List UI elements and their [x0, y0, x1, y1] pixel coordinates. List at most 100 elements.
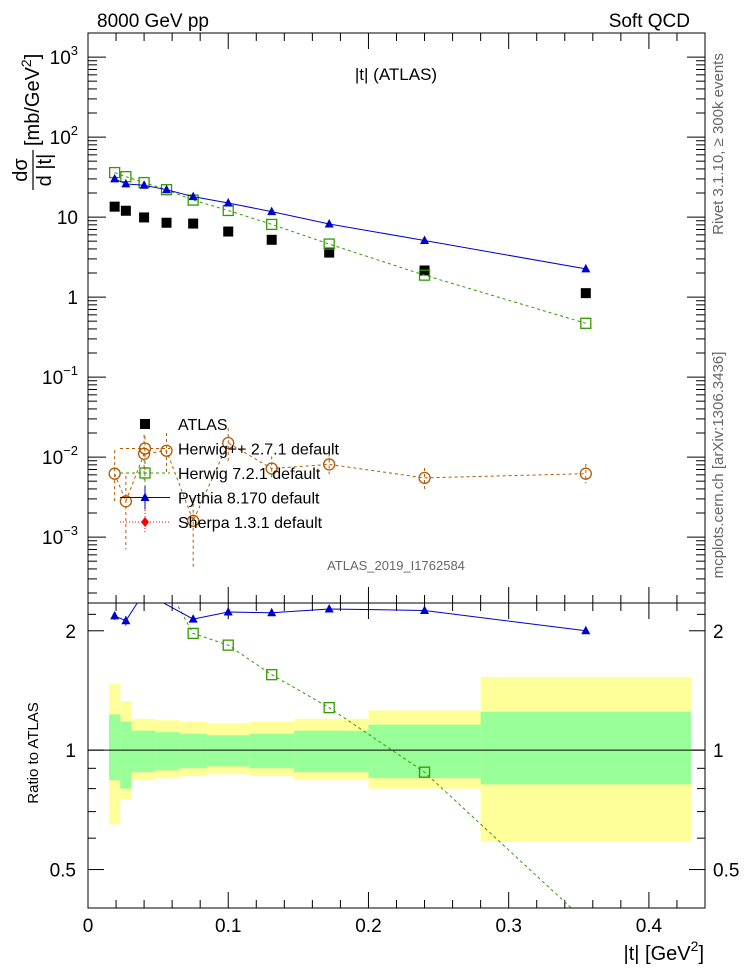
atlas-data-point	[161, 217, 172, 228]
y-tick-exp: 3	[71, 43, 78, 58]
ratio-band-inner	[368, 724, 481, 779]
ratio-series	[110, 603, 591, 926]
rivet-label: Rivet 3.1.10, ≥ 300k events	[710, 53, 727, 235]
pythia-point	[140, 492, 150, 501]
y-tick-base: 10	[42, 528, 63, 549]
legend-label: Herwig 7.2.1 default	[178, 466, 321, 483]
herwigpp-point	[323, 458, 336, 471]
y-tick-base: 10	[42, 448, 63, 469]
x-label-exp: 2	[691, 938, 699, 954]
pythia-point	[267, 206, 277, 216]
sherpa-point	[141, 517, 149, 527]
herwig7-point	[139, 467, 151, 479]
ratio-band-inner	[131, 730, 156, 773]
ratio-band-inner	[249, 733, 295, 769]
pythia-point	[581, 263, 591, 273]
analysis-id: ATLAS_2019_I1762584	[327, 558, 465, 573]
ratio-y-tick-label: 1	[65, 741, 76, 762]
herwig7-ratio-series	[175, 603, 591, 926]
herwigpp-point	[418, 471, 431, 485]
atlas-data-point	[580, 288, 591, 299]
pythia-point	[188, 614, 198, 623]
header-right: Soft QCD	[609, 11, 690, 32]
herwig7-point	[323, 238, 335, 250]
y-tick-base: 10	[57, 208, 78, 229]
legend-entry-atlas: ATLAS	[140, 417, 228, 434]
y-tick-base: 10	[50, 48, 71, 69]
herwigpp-point	[108, 467, 121, 480]
legend-entry-herwig7: Herwig 7.2.1 default	[120, 461, 321, 485]
ratio-band-inner	[109, 714, 121, 781]
ratio-y-tick-label-right: 1	[713, 741, 724, 762]
x-tick-label: 0.3	[495, 916, 521, 937]
legend: ATLAS Herwig++ 2.7.1 default Herwig 7.2.1 …	[120, 417, 340, 534]
atlas-data-point	[324, 247, 335, 258]
pythia-point	[121, 178, 131, 188]
pythia-line	[114, 178, 586, 270]
herwig7-point	[266, 218, 278, 231]
pythia-series	[110, 173, 591, 273]
ratio-band-inner	[294, 730, 369, 773]
herwigpp-point	[579, 467, 592, 480]
legend-label: Pythia 8.170 default	[178, 491, 320, 508]
y-tick-base: 1	[67, 288, 78, 309]
x-tick-label: 0.2	[355, 916, 381, 937]
y-tick-label: 10−3	[42, 523, 78, 549]
legend-label: Herwig++ 2.7.1 default	[178, 442, 340, 459]
atlas-data-point	[188, 218, 199, 229]
x-tick-label: 0.4	[636, 916, 663, 937]
mcplots-label: mcplots.cern.ch [arXiv:1306.3436]	[710, 352, 727, 579]
herwig7-point	[581, 916, 591, 926]
herwig7-point	[418, 766, 431, 778]
x-axis-label: |t| [GeV2]	[624, 938, 704, 965]
herwig7-series	[108, 166, 592, 329]
herwig7-point	[222, 639, 234, 651]
y-tick-base: 10	[50, 128, 71, 149]
herwigpp-point	[222, 436, 235, 450]
herwig7-point	[266, 669, 278, 681]
herwig7-point	[418, 269, 431, 281]
x-label-main: |t| [GeV	[624, 943, 692, 965]
pythia-point	[420, 235, 430, 244]
panel-title: |t| (ATLAS)	[355, 65, 437, 84]
x-label-end: ]	[698, 943, 704, 965]
pythia-point	[223, 607, 233, 616]
herwigpp-line	[114, 442, 586, 523]
y-tick-exp: −3	[63, 523, 78, 538]
pythia-point	[162, 184, 172, 194]
pythia-point	[420, 605, 430, 614]
pythia-point	[267, 607, 277, 617]
herwig7-point	[222, 204, 234, 217]
pythia-point	[110, 610, 120, 620]
y-label-unit-text: [mb/GeV	[22, 66, 44, 146]
ratio-y-label: Ratio to ATLAS	[25, 702, 42, 803]
x-tick-label: 0.1	[215, 916, 241, 937]
atlas-data-point	[266, 234, 277, 245]
herwig7-ratio-line	[175, 603, 573, 908]
y-tick-exp: −2	[63, 443, 78, 458]
x-tick-label: 0	[83, 916, 94, 937]
y-label-unit: [mb/GeV2]	[18, 54, 44, 146]
pythia-point	[110, 173, 120, 183]
legend-label: ATLAS	[178, 417, 228, 434]
header-left: 8000 GeV pp	[97, 11, 209, 32]
y-tick-exp: 2	[71, 123, 78, 138]
y-label-unit-end: ]	[22, 54, 44, 60]
ratio-y-tick-label: 2	[65, 622, 76, 643]
y-tick-label: 1	[67, 288, 78, 309]
herwigpp-point	[119, 495, 133, 508]
y-label-unit-exp: 2	[18, 59, 34, 67]
y-label-num: dσ	[10, 158, 32, 182]
legend-entry-pythia: Pythia 8.170 default	[120, 485, 320, 510]
ratio-y-tick-label-right: 0.5	[713, 861, 739, 882]
ratio-band-inner	[480, 711, 691, 785]
atlas-data-point	[223, 226, 234, 237]
atlas-series	[109, 201, 591, 299]
main-y-label: dσ d |t| [mb/GeV2]	[10, 54, 56, 190]
ratio-y-tick-label: 0.5	[50, 861, 76, 882]
y-tick-label: 102	[50, 123, 78, 149]
atlas-data-point	[109, 201, 120, 212]
pythia-point	[324, 603, 334, 613]
